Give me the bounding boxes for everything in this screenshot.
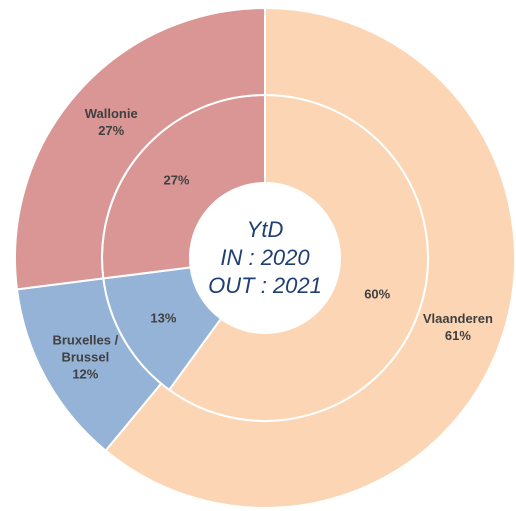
value-label: 27% <box>163 172 190 188</box>
slice-label: 27% <box>163 171 189 188</box>
category-label: Bruxelles / Brussel <box>52 332 119 365</box>
series-name: OUT : 2021 <box>208 273 322 298</box>
center-title: YtD <box>246 217 284 242</box>
value-label: 13% <box>150 310 177 326</box>
value-label: 60% <box>364 286 391 302</box>
donut-slice <box>14 6 266 291</box>
slice-label: 60% <box>364 286 390 303</box>
center-text: YtD IN : 2020 OUT : 2021 <box>208 216 322 300</box>
category-label: Wallonie <box>84 106 138 122</box>
value-label: 27% <box>98 123 125 139</box>
value-label: 61% <box>444 328 471 344</box>
slice-label: Wallonie 27% <box>85 105 138 139</box>
series-name: IN : 2020 <box>220 245 310 270</box>
slice-label: Vlaanderen 61% <box>423 310 493 344</box>
slice-label: Bruxelles / Brussel 12% <box>41 331 129 382</box>
slice-label: 13% <box>150 310 176 327</box>
value-label: 12% <box>72 366 99 382</box>
category-label: Vlaanderen <box>422 311 493 327</box>
donut-slice <box>104 6 516 509</box>
